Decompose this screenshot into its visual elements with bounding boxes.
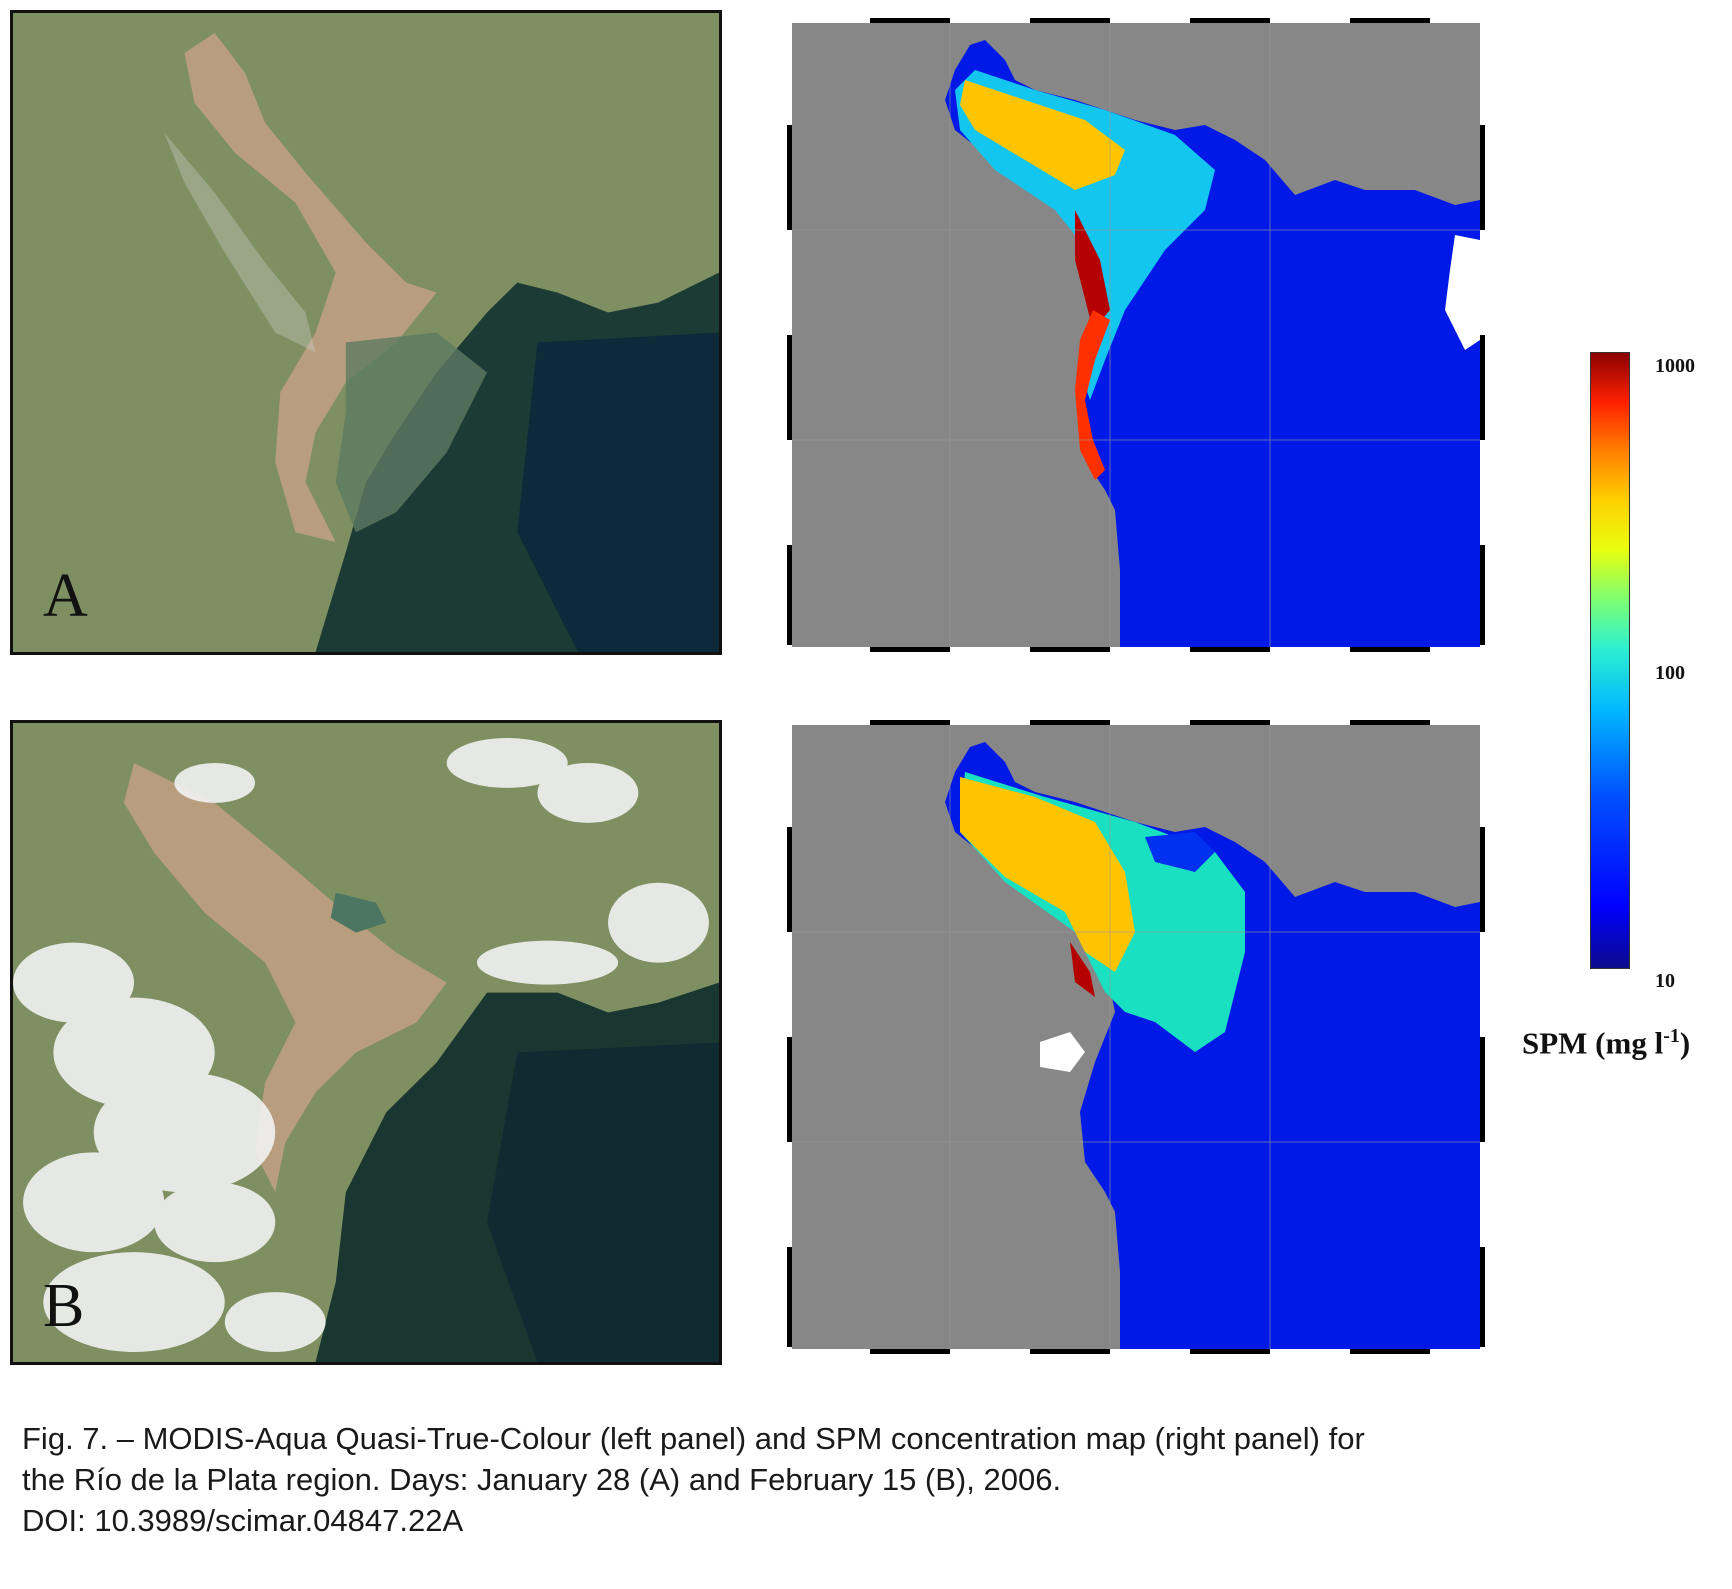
panel-letter-b: B <box>43 1272 85 1340</box>
colorbar-tick-10: 10 <box>1655 970 1675 992</box>
spm-concentration-map-a <box>787 18 1485 652</box>
spm-map-b <box>775 712 1520 1362</box>
colorbar-tick-1000: 1000 <box>1655 355 1695 377</box>
true-colour-image-a <box>13 13 719 652</box>
panel-letter-a: A <box>43 562 88 630</box>
colorbar-unit-label: SPM (mg l-1) <box>1522 1025 1691 1061</box>
figure-caption: Fig. 7. – MODIS-Aqua Quasi-True-Colour (… <box>22 1418 1722 1541</box>
true-colour-image-b <box>13 723 719 1362</box>
caption-doi: DOI: 10.3989/scimar.04847.22A <box>22 1503 464 1538</box>
satellite-image-b: B <box>10 720 722 1365</box>
satellite-image-a: A <box>10 10 722 655</box>
caption-line-2: the Río de la Plata region. Days: Januar… <box>22 1462 1062 1497</box>
spm-colorbar <box>1590 352 1630 969</box>
spm-concentration-map-b <box>787 720 1485 1354</box>
caption-line-1: Fig. 7. – MODIS-Aqua Quasi-True-Colour (… <box>22 1421 1365 1456</box>
spm-map-a <box>775 10 1520 660</box>
colorbar-tick-100: 100 <box>1655 662 1685 684</box>
